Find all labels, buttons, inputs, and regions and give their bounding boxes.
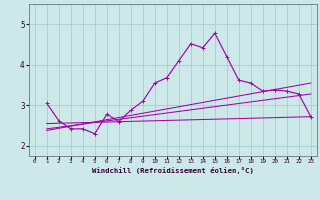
- X-axis label: Windchill (Refroidissement éolien,°C): Windchill (Refroidissement éolien,°C): [92, 167, 254, 174]
